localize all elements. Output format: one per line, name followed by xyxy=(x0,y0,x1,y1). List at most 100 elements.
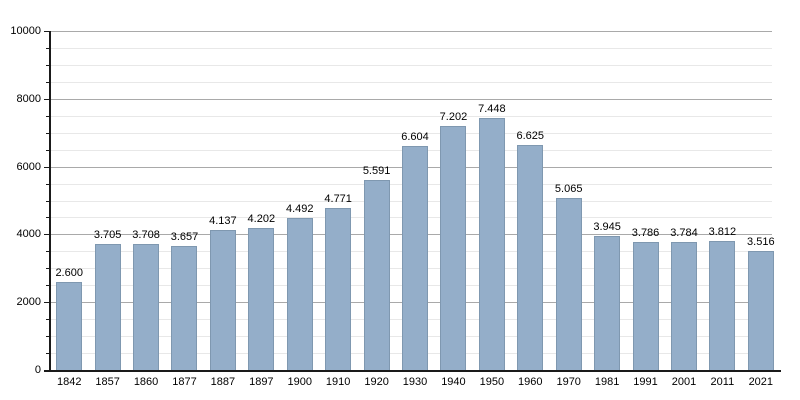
bar xyxy=(325,208,352,370)
bar xyxy=(709,241,736,370)
y-major-tick xyxy=(44,167,49,168)
x-tick-label: 1960 xyxy=(518,376,543,388)
bar-value-label: 5.065 xyxy=(554,183,583,195)
y-minor-tick xyxy=(46,319,49,320)
x-tick-label: 1981 xyxy=(594,376,620,388)
minor-gridline xyxy=(49,48,772,49)
bar-slot: 4.771 xyxy=(319,31,357,370)
y-major-tick xyxy=(44,31,49,32)
y-tick-label: 8000 xyxy=(16,93,41,105)
bar-slot: 4.202 xyxy=(242,31,280,370)
y-minor-tick xyxy=(46,251,49,252)
bar xyxy=(440,126,467,370)
bar-value-label: 6.604 xyxy=(401,131,429,143)
y-tick-label: 0 xyxy=(34,364,41,376)
bar xyxy=(248,228,275,370)
x-tick-label: 1900 xyxy=(287,376,312,388)
y-minor-tick xyxy=(46,201,49,202)
bar xyxy=(670,242,697,370)
x-tick-label: 1857 xyxy=(95,376,120,388)
bar-value-label: 5.591 xyxy=(362,165,391,177)
bar xyxy=(363,180,390,370)
x-tick-label: 1860 xyxy=(133,376,159,388)
bar-slot: 4.137 xyxy=(204,31,242,370)
bar-slot: 5.591 xyxy=(357,31,395,370)
x-axis-line xyxy=(44,370,781,372)
y-minor-tick xyxy=(46,48,49,49)
bar-value-label: 3.784 xyxy=(670,227,698,239)
bar-value-label: 6.625 xyxy=(516,130,545,142)
bar xyxy=(478,118,505,370)
y-tick-label: 6000 xyxy=(16,161,41,173)
bar-value-label: 7.448 xyxy=(478,103,506,115)
y-tick-label: 10000 xyxy=(10,25,41,37)
x-tick-label: 1950 xyxy=(479,376,505,388)
y-tick-label: 4000 xyxy=(16,228,41,240)
x-tick-label: 1940 xyxy=(441,376,466,388)
bar-slot: 6.604 xyxy=(396,31,434,370)
bar xyxy=(402,146,428,370)
y-tick-label: 2000 xyxy=(16,296,41,308)
bar-slot: 4.492 xyxy=(281,31,319,370)
y-minor-tick xyxy=(46,150,49,151)
y-minor-tick xyxy=(46,353,49,354)
bar-value-label: 7.202 xyxy=(439,111,468,123)
x-tick-label: 1910 xyxy=(325,376,351,388)
bar xyxy=(209,230,236,370)
bar-value-label: 3.786 xyxy=(631,227,660,239)
x-tick-label: 1887 xyxy=(210,376,236,388)
x-tick-label: 1930 xyxy=(402,376,428,388)
bar-value-label: 4.202 xyxy=(247,213,276,225)
y-minor-tick xyxy=(46,336,49,337)
x-tick-label: 1991 xyxy=(633,376,658,388)
bar-slot: 3.945 xyxy=(588,31,626,370)
x-tick-label: 1842 xyxy=(56,376,82,388)
x-tick-label: 2001 xyxy=(671,376,697,388)
y-minor-tick xyxy=(46,133,49,134)
minor-gridline xyxy=(49,65,772,66)
bar-value-label: 2.600 xyxy=(55,267,83,279)
bar-slot: 5.065 xyxy=(549,31,587,370)
bar-slot: 3.812 xyxy=(703,31,741,370)
y-minor-tick xyxy=(46,184,49,185)
y-minor-tick xyxy=(46,82,49,83)
bar-slot: 7.448 xyxy=(473,31,511,370)
bar-value-label: 3.708 xyxy=(132,229,160,241)
y-minor-tick xyxy=(46,268,49,269)
bar xyxy=(171,246,198,370)
bar xyxy=(286,218,313,370)
bar-value-label: 3.945 xyxy=(593,221,621,233)
bar xyxy=(632,242,659,370)
bar-value-label: 3.516 xyxy=(747,236,775,248)
minor-gridline xyxy=(49,116,772,117)
major-gridline xyxy=(49,99,772,100)
y-minor-tick xyxy=(46,65,49,66)
minor-gridline xyxy=(49,82,772,83)
bar-slot: 6.625 xyxy=(511,31,549,370)
y-major-tick xyxy=(44,99,49,100)
x-tick-label: 1970 xyxy=(556,376,581,388)
bar xyxy=(94,244,121,370)
bar-slot: 3.516 xyxy=(742,31,780,370)
x-tick-label: 2021 xyxy=(748,376,774,388)
bar-value-label: 3.705 xyxy=(93,229,122,241)
bar-value-label: 3.657 xyxy=(170,231,199,243)
y-minor-tick xyxy=(46,217,49,218)
bar xyxy=(555,198,582,370)
bar-slot: 3.657 xyxy=(165,31,203,370)
bar-value-label: 3.812 xyxy=(708,226,737,238)
x-tick-label: 1877 xyxy=(172,376,197,388)
x-axis-labels: 1842 1857 1860 1877 1887 1897 1900 1910 1920 1930… xyxy=(50,376,780,389)
bar-value-label: 4.492 xyxy=(285,203,314,215)
x-tick-label: 2011 xyxy=(710,376,735,388)
y-minor-tick xyxy=(46,285,49,286)
x-tick-label: 1920 xyxy=(364,376,389,388)
bar-slot: 3.784 xyxy=(665,31,703,370)
bars-layer: 2.600 3.705 3.708 3.657 4.137 4.202 4.492 4.771… xyxy=(50,31,780,370)
y-major-tick xyxy=(44,302,49,303)
bar-slot: 3.705 xyxy=(88,31,126,370)
bar xyxy=(747,251,774,370)
bar-slot: 7.202 xyxy=(434,31,472,370)
y-major-tick xyxy=(44,234,49,235)
